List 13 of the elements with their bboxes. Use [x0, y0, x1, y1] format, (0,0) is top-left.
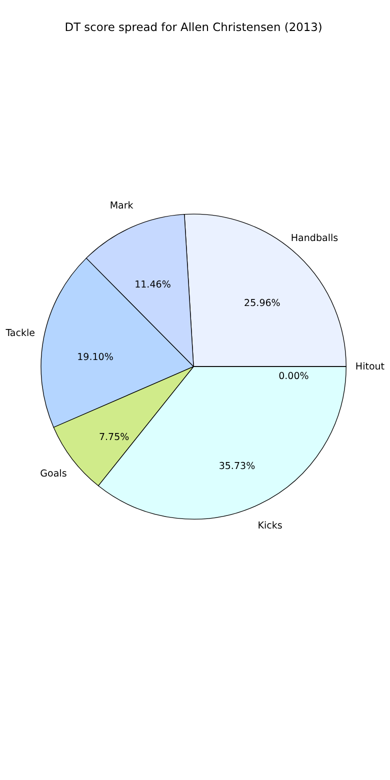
data-label: 11.46% — [134, 280, 171, 291]
data-label: 35.73% — [218, 461, 256, 472]
data-label: 25.96% — [244, 298, 280, 310]
data-label: 19.10% — [77, 352, 114, 364]
text: 0.00% — [278, 371, 309, 382]
slice-label: Handballs — [290, 233, 338, 244]
slice-label: Tackle — [4, 328, 36, 340]
slice-label: Goals — [40, 468, 67, 480]
chart-title: DT score spread for Allen Christensen (2013) — [64, 20, 322, 34]
category-label: Hitout — [355, 361, 385, 372]
slice-label: Kicks — [258, 520, 282, 532]
slice-label: Mark — [110, 200, 134, 212]
data-label: 7.75% — [98, 432, 130, 443]
